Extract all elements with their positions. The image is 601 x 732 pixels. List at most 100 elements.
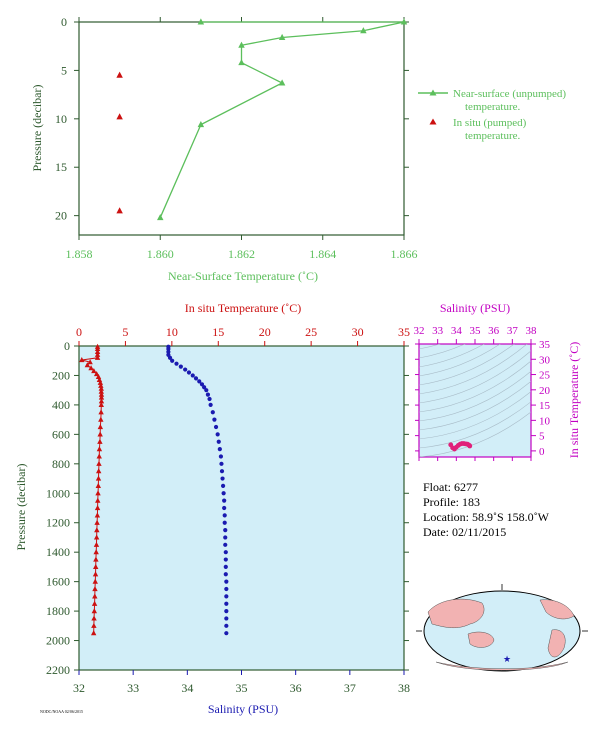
float-location: Location: 58.9˚S 158.0˚W <box>423 510 550 524</box>
top-y-tick-label: 10 <box>55 112 67 126</box>
temperature-point <box>97 424 104 430</box>
density-contour <box>419 411 531 457</box>
density-contour <box>419 370 531 422</box>
density-contour <box>419 360 531 413</box>
salinity-tick-label: 35 <box>236 681 248 695</box>
salinity-point <box>224 586 229 592</box>
salinity-point <box>170 358 175 363</box>
ts-temperature-tick-label: 35 <box>539 339 551 351</box>
salinity-point <box>199 382 205 387</box>
top-y-tick-label: 0 <box>61 15 67 29</box>
near-surface-point <box>238 59 245 66</box>
salinity-point <box>210 410 215 415</box>
salinity-tick-label: 33 <box>127 681 139 695</box>
legend: Near-surface (unpumped) temperature. In s… <box>418 88 566 142</box>
salinity-point <box>166 346 171 352</box>
ts-diagram-frame <box>418 343 532 458</box>
ts-diagram: 32 33 34 35 36 37 38 0 5 10 15 20 25 30 35 Salinity (… <box>414 301 581 461</box>
density-contour <box>419 381 531 431</box>
legend-marker-near-surface <box>429 89 437 96</box>
near-surface-point <box>400 18 408 25</box>
in-situ-point <box>116 71 123 78</box>
map-land-north-america <box>539 599 575 620</box>
salinity-tick-label: 37 <box>344 681 356 695</box>
pressure-tick-label: 0 <box>64 339 70 353</box>
salinity-point <box>205 392 211 397</box>
ts-temperature-tick-label: 20 <box>539 385 551 397</box>
temperature-point <box>79 356 85 363</box>
temperature-point <box>90 630 97 636</box>
top-y-tick-label: 5 <box>61 63 67 77</box>
float-id: Float: 6277 <box>423 480 478 494</box>
top-y-tick-label: 20 <box>55 209 67 223</box>
salinity-point <box>190 373 195 378</box>
temperature-point <box>94 348 101 354</box>
salinity-point <box>174 361 179 366</box>
profile-date: Date: 02/11/2015 <box>423 525 506 539</box>
pressure-tick-label: 1200 <box>46 516 70 530</box>
density-contour <box>419 344 528 395</box>
temperature-point <box>94 519 100 525</box>
temperature-point <box>95 475 102 481</box>
temperature-point <box>98 401 104 408</box>
temperature-point <box>92 586 98 592</box>
temperature-point <box>97 379 104 385</box>
temperature-point <box>91 622 97 628</box>
salinity-point <box>178 364 183 369</box>
salinity-point <box>222 505 227 511</box>
temperature-point <box>87 359 93 365</box>
temperature-point <box>98 409 104 415</box>
temperature-point <box>96 446 103 452</box>
salinity-point <box>221 491 226 496</box>
temperature-point <box>92 578 98 584</box>
salinity-point <box>186 370 192 375</box>
legend-label-near-surface: Near-surface (unpumped) temperature. <box>453 88 566 113</box>
ts-salinity-tick-label: 32 <box>414 325 425 337</box>
salinity-tick-label: 32 <box>73 681 85 695</box>
in-situ-point <box>116 207 123 214</box>
salinity-point <box>219 469 225 474</box>
salinity-point <box>223 535 228 540</box>
temperature-point <box>94 505 101 511</box>
top-x-tick-label: 1.866 <box>391 247 418 261</box>
float-info: Float: 6277 Profile: 183 Location: 58.9˚… <box>423 480 550 539</box>
salinity-point <box>224 631 229 636</box>
salinity-point <box>223 557 228 562</box>
top-x-tick-label: 1.860 <box>147 247 174 261</box>
profile-chart-frame <box>78 345 405 671</box>
top-x-tick-label: 1.858 <box>66 247 93 261</box>
temperature-point <box>98 394 105 400</box>
map-land-australia <box>467 631 495 648</box>
legend-marker-in-situ <box>429 118 437 125</box>
footer-credit: NODC/NOAA 02/06/2015 <box>40 709 83 714</box>
ts-salinity-tick-label: 36 <box>488 325 500 337</box>
salinity-axis-label: Salinity (PSU) <box>208 702 278 716</box>
temperature-point <box>91 600 98 606</box>
profile-chart: 0 5 10 15 20 25 30 35 32 33 34 35 36 37 38 0 200 400 600… <box>14 301 410 716</box>
salinity-point <box>220 483 226 489</box>
top-x-tick-label: 1.862 <box>228 247 255 261</box>
salinity-point <box>219 461 224 466</box>
density-contour <box>419 344 466 359</box>
temperature-tick-label: 20 <box>259 325 271 339</box>
temperature-point <box>94 527 100 533</box>
salinity-point <box>215 432 220 437</box>
temperature-point <box>97 438 103 444</box>
in-situ-point <box>116 113 123 120</box>
temperature-point <box>97 431 103 437</box>
near-surface-point <box>278 79 286 86</box>
salinity-point <box>224 623 229 628</box>
top-y-axis-label: Pressure (decibar) <box>30 85 44 172</box>
ts-temperature-tick-label: 25 <box>539 370 551 382</box>
salinity-point <box>223 572 228 577</box>
pressure-tick-label: 1800 <box>46 604 70 618</box>
density-contour <box>419 344 515 386</box>
ts-temperature-label: In situ Temperature (˚C) <box>567 342 581 459</box>
salinity-point <box>224 594 229 599</box>
ts-temperature-tick-label: 5 <box>539 431 545 443</box>
map-land-south-america <box>547 629 566 658</box>
near-surface-point <box>238 41 245 48</box>
temperature-point <box>94 345 101 352</box>
salinity-point <box>223 564 228 570</box>
salinity-point <box>224 616 229 621</box>
